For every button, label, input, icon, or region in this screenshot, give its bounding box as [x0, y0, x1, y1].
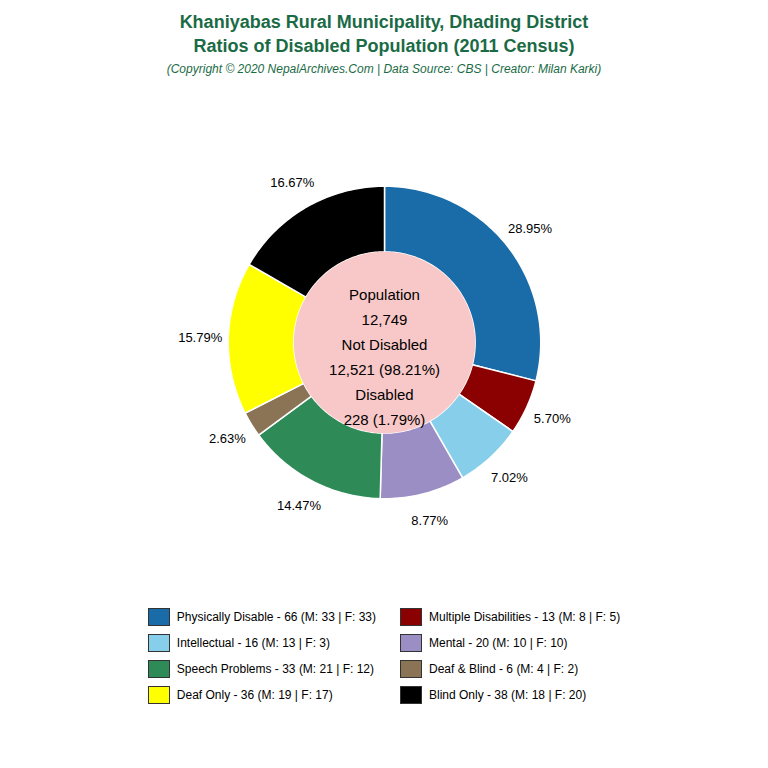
- svg-text:12,521 (98.21%): 12,521 (98.21%): [329, 361, 440, 378]
- html-text:Multiple Disabilities - 13 (M:: Multiple Disabilities - 13 (M: 8 | F: 5): [429, 610, 621, 624]
- svg-text:7.02%: 7.02%: [491, 470, 528, 485]
- svg-text:12,749: 12,749: [362, 311, 408, 328]
- svg-text:28.95%: 28.95%: [508, 221, 553, 236]
- svg-text:8.77%: 8.77%: [411, 513, 448, 528]
- html-text:Physically Disable - 66 (M: 33: Physically Disable - 66 (M: 33 | F: 33): [176, 610, 376, 624]
- svg-text:14.47%: 14.47%: [277, 498, 322, 513]
- html-text:Mental - 20 (M: 10 | F: 10): Mental - 20 (M: 10 | F: 10): [429, 636, 568, 650]
- html-text:Deaf & Blind - 6 (M: 4 | F: 2): Deaf & Blind - 6 (M: 4 | F: 2): [429, 662, 579, 676]
- svg-text:Not Disabled: Not Disabled: [342, 336, 428, 353]
- svg-text:228 (1.79%): 228 (1.79%): [344, 411, 426, 428]
- html-text:Deaf Only - 36 (M: 19 | F: 17): Deaf Only - 36 (M: 19 | F: 17): [176, 688, 333, 702]
- html-text:(Copyright © 2020 NepalArchive: (Copyright © 2020 NepalArchives.Com | Da…: [166, 62, 602, 76]
- svg-text:16.67%: 16.67%: [270, 175, 315, 190]
- svg-text:5.70%: 5.70%: [534, 411, 571, 426]
- html-text:Speech Problems - 33 (M: 21 |: Speech Problems - 33 (M: 21 | F: 12): [176, 662, 374, 676]
- html-text:Ratios of Disabled Population: Ratios of Disabled Population (2011 Cens…: [193, 36, 575, 56]
- html-text:Blind Only - 38 (M: 18 | F: 20: Blind Only - 38 (M: 18 | F: 20): [429, 688, 587, 702]
- html-text:Khaniyabas Rural Municipality,: Khaniyabas Rural Municipality, Dhading D…: [179, 12, 589, 32]
- svg-text:Disabled: Disabled: [355, 386, 413, 403]
- svg-text:2.63%: 2.63%: [209, 431, 246, 446]
- svg-text:Population: Population: [349, 286, 420, 303]
- html-text:Intellectual - 16 (M: 13 | F:: Intellectual - 16 (M: 13 | F: 3): [176, 636, 330, 650]
- svg-text:15.79%: 15.79%: [178, 330, 223, 345]
